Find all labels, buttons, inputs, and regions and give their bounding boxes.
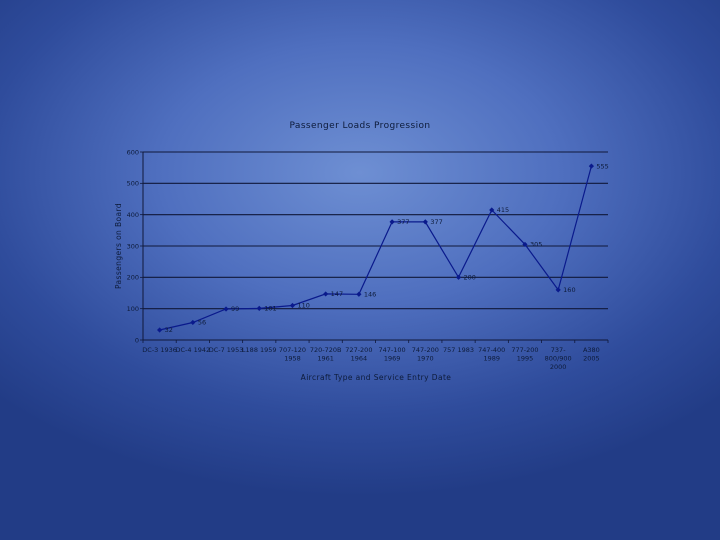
x-tick-line: DC-3 1936 <box>142 346 177 354</box>
x-tick-line: 777-200 <box>511 346 538 354</box>
x-tick-label: 720-720B 1961 <box>310 346 342 363</box>
data-label: 146 <box>364 290 376 298</box>
data-label: 415 <box>497 206 509 214</box>
x-tick-line: 707-120 <box>279 346 306 354</box>
series-line <box>159 165 592 331</box>
x-tick-line: 1969 <box>384 355 401 363</box>
x-tick-line: L188 1959 <box>242 346 277 354</box>
data-point-marker <box>489 207 495 213</box>
x-tick-label: A380 2005 <box>583 346 600 363</box>
x-tick-label: 747-200 1970 <box>412 346 439 363</box>
y-tick-label: 400 <box>127 211 139 219</box>
x-tick-label: DC-7 1953 <box>209 346 244 354</box>
data-points <box>157 163 594 333</box>
x-tick-line: 747-100 <box>379 346 406 354</box>
data-point-marker <box>256 305 262 311</box>
data-label: 305 <box>530 241 542 249</box>
x-tick-line: 800/900 <box>545 355 572 363</box>
data-label: 101 <box>264 305 276 313</box>
x-tick-line: 1964 <box>351 355 368 363</box>
data-point-marker <box>588 163 594 169</box>
x-tick-line: 2005 <box>583 355 600 363</box>
x-tick-line: 1970 <box>417 355 434 363</box>
x-tick-line: DC-4 1942 <box>176 346 211 354</box>
data-point-marker <box>455 274 462 280</box>
data-label: 555 <box>596 162 608 170</box>
data-label: 110 <box>297 302 309 310</box>
data-point-marker <box>356 291 362 297</box>
x-tick-label: DC-4 1942 <box>176 346 211 354</box>
data-labels: 32 56 99 101 110 147 146 377 377 200 415 305 160 555 <box>165 162 609 334</box>
y-axis-title: Passengers on Board <box>114 203 123 289</box>
x-tick-label: 727-200 1964 <box>345 346 372 363</box>
series-line-path <box>159 165 592 331</box>
data-label: 32 <box>165 326 173 334</box>
data-point-marker <box>522 241 528 248</box>
data-label: 200 <box>464 274 476 282</box>
data-label: 56 <box>198 319 206 327</box>
x-tick-line: 1961 <box>317 355 334 363</box>
x-axis-title: Aircraft Type and Service Entry Date <box>301 373 452 382</box>
y-tick-label: 500 <box>127 180 139 188</box>
x-tick-line: 727-200 <box>345 346 372 354</box>
x-tick-label: L188 1959 <box>242 346 277 354</box>
data-label: 377 <box>430 218 442 226</box>
y-tick-label: 600 <box>127 148 139 156</box>
data-point-marker <box>555 287 561 293</box>
x-tick-label: DC-3 1936 <box>142 346 177 354</box>
x-tick-label: 757 1983 <box>443 346 474 354</box>
x-tick-label: 747-400 1989 <box>478 346 505 363</box>
y-tick-labels: 0 100 200 300 400 500 600 <box>127 148 139 344</box>
data-label: 147 <box>331 290 343 298</box>
data-point-marker <box>323 291 329 297</box>
x-tick-line: 737- <box>551 346 566 354</box>
data-label: 160 <box>563 286 575 294</box>
x-tick-line: 2000 <box>550 363 567 371</box>
data-point-marker <box>223 306 229 312</box>
x-tick-label: 777-200 1995 <box>511 346 538 363</box>
y-tick-label: 300 <box>127 242 139 250</box>
data-point-marker <box>389 219 395 225</box>
grid-lines <box>143 151 608 310</box>
data-point-marker <box>289 302 296 309</box>
x-tick-line: 720-720B <box>310 346 342 354</box>
x-tick-line: 747-400 <box>478 346 505 354</box>
data-label: 99 <box>231 305 239 313</box>
y-tick-label: 200 <box>127 274 139 282</box>
chart-title: Passenger Loads Progression <box>289 121 430 131</box>
axes <box>140 151 609 343</box>
x-tick-line: 1958 <box>284 355 301 363</box>
y-tick-label: 100 <box>127 305 139 313</box>
data-point-marker <box>422 219 428 225</box>
x-tick-line: 1995 <box>517 355 534 363</box>
x-tick-line: 747-200 <box>412 346 439 354</box>
data-label: 377 <box>397 218 409 226</box>
data-point-marker <box>190 319 196 326</box>
data-point-marker <box>157 327 163 333</box>
x-tick-label: 747-100 1969 <box>379 346 406 363</box>
x-tick-line: 1989 <box>483 355 500 363</box>
x-tick-label: 707-120 1958 <box>279 346 306 363</box>
x-tick-line: A380 <box>583 346 600 354</box>
y-tick-label: 0 <box>135 336 139 344</box>
x-tick-label: 737-800/900 2000 <box>545 346 572 371</box>
x-tick-line: DC-7 1953 <box>209 346 244 354</box>
x-tick-line: 757 1983 <box>443 346 474 354</box>
